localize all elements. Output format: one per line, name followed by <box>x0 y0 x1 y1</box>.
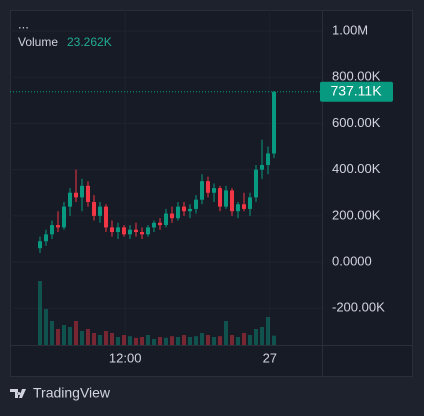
candle-body <box>128 229 132 235</box>
candle-body <box>260 165 264 170</box>
y-tick-label: 800.00K <box>332 69 381 84</box>
candle-body <box>86 185 90 202</box>
volume-bar <box>248 335 252 345</box>
volume-bar <box>200 333 204 345</box>
volume-bar <box>266 317 270 345</box>
candle-body <box>110 227 114 233</box>
volume-bar <box>164 337 168 345</box>
candle-body <box>170 213 174 219</box>
candle-body <box>242 204 246 209</box>
volume-bar <box>86 329 90 345</box>
candle-body <box>194 199 198 209</box>
candle-body <box>206 181 210 193</box>
volume-bar <box>44 309 48 345</box>
candle-body <box>80 185 84 198</box>
volume-bar <box>158 337 162 345</box>
candle-body <box>218 188 222 207</box>
y-tick-label: 400.00K <box>332 161 381 176</box>
candle-body <box>140 232 144 235</box>
volume-label: Volume <box>18 35 58 49</box>
volume-bar <box>134 337 138 345</box>
candle-body <box>38 241 42 249</box>
last-price-box <box>320 81 393 102</box>
volume-bar <box>152 339 156 345</box>
volume-bar <box>50 321 54 345</box>
candle-body <box>74 192 78 198</box>
volume-bar <box>140 337 144 345</box>
candle-body <box>116 227 120 233</box>
candle-body <box>266 153 270 166</box>
candle-body <box>230 190 234 212</box>
candle-body <box>50 225 54 235</box>
candle-body <box>248 197 252 209</box>
volume-bar <box>116 337 120 345</box>
volume-bar <box>128 336 132 345</box>
candle-body <box>122 227 126 235</box>
volume-bar <box>104 331 108 345</box>
candle-body <box>104 206 108 228</box>
volume-bar <box>80 331 84 345</box>
x-tick-label: 27 <box>263 350 277 365</box>
y-tick-label: 600.00K <box>332 115 381 130</box>
candle-body <box>236 204 240 212</box>
volume-bar <box>170 336 174 345</box>
candle-body <box>272 91 276 154</box>
volume-value: 23.262K <box>67 35 112 49</box>
header: ... <box>18 16 29 31</box>
volume-bar <box>38 281 42 345</box>
y-tick-label: 1.00M <box>332 22 368 37</box>
volume-bar <box>176 337 180 345</box>
candle-body <box>152 222 156 228</box>
volume-bar <box>122 335 126 345</box>
candle-body <box>158 222 162 226</box>
volume-bar <box>218 336 222 345</box>
candle-body <box>98 206 102 216</box>
x-tick-label: 12:00 <box>109 350 142 365</box>
candle-body <box>176 206 180 219</box>
volume-bar <box>110 333 114 345</box>
volume-bar <box>254 329 258 345</box>
volume-bar <box>62 325 66 345</box>
brand: TradingView <box>33 385 111 401</box>
volume-bar <box>92 333 96 345</box>
y-tick-label: 200.00K <box>332 207 381 222</box>
volume-bar <box>242 333 246 345</box>
volume-bar <box>74 321 78 345</box>
candle-body <box>92 201 96 216</box>
candle-body <box>68 192 72 207</box>
volume-bar <box>182 335 186 345</box>
volume-bar <box>230 335 234 345</box>
y-tick-label: -200.00K <box>332 300 385 315</box>
candle-body <box>134 229 138 233</box>
volume-bar <box>56 329 60 345</box>
volume-bar <box>236 337 240 345</box>
candle-body <box>56 225 60 228</box>
candle-body <box>62 206 66 228</box>
volume-bar <box>188 337 192 345</box>
logo <box>10 389 26 398</box>
candle-body <box>188 208 192 212</box>
last-price-label: 737.11K <box>330 82 382 98</box>
candle-body <box>224 190 228 207</box>
volume-bar <box>260 327 264 345</box>
volume-bar <box>224 321 228 345</box>
candle-body <box>44 234 48 242</box>
volume-bar <box>272 335 276 345</box>
candle-body <box>164 213 168 226</box>
candle-body <box>146 227 150 235</box>
y-tick-label: 0.0000 <box>332 253 372 268</box>
volume-bar <box>194 336 198 345</box>
volume-bar <box>98 335 102 345</box>
volume-bar <box>68 327 72 345</box>
volume-bar <box>212 337 216 345</box>
candle-body <box>254 169 258 198</box>
volume-bar <box>206 335 210 345</box>
volume-bar <box>146 335 150 345</box>
candle-body <box>182 206 186 212</box>
candle-body <box>212 188 216 193</box>
candle-body <box>200 181 204 200</box>
